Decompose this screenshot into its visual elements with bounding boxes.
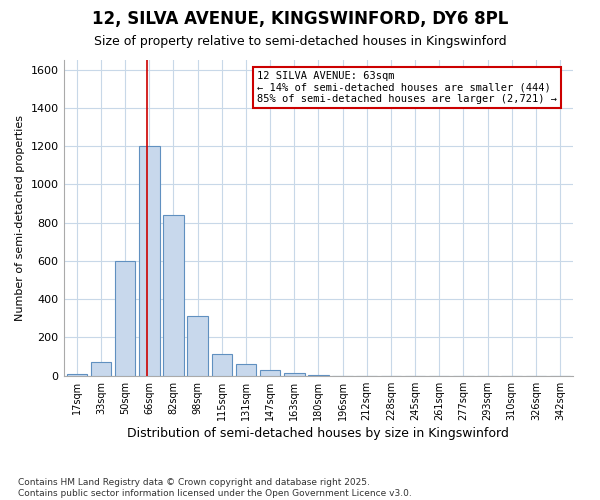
Bar [236,364,256,376]
Text: Size of property relative to semi-detached houses in Kingswinford: Size of property relative to semi-detach… [94,35,506,48]
Text: 12, SILVA AVENUE, KINGSWINFORD, DY6 8PL: 12, SILVA AVENUE, KINGSWINFORD, DY6 8PL [92,10,508,28]
X-axis label: Distribution of semi-detached houses by size in Kingswinford: Distribution of semi-detached houses by … [127,427,509,440]
Bar [115,261,136,376]
Bar [308,374,329,376]
Bar [187,316,208,376]
Bar [91,362,111,376]
Bar [260,370,280,376]
Y-axis label: Number of semi-detached properties: Number of semi-detached properties [15,115,25,321]
Bar [212,354,232,376]
Bar [67,374,87,376]
Bar [163,215,184,376]
Bar [139,146,160,376]
Text: Contains HM Land Registry data © Crown copyright and database right 2025.
Contai: Contains HM Land Registry data © Crown c… [18,478,412,498]
Text: 12 SILVA AVENUE: 63sqm
← 14% of semi-detached houses are smaller (444)
85% of se: 12 SILVA AVENUE: 63sqm ← 14% of semi-det… [257,71,557,104]
Bar [284,373,305,376]
